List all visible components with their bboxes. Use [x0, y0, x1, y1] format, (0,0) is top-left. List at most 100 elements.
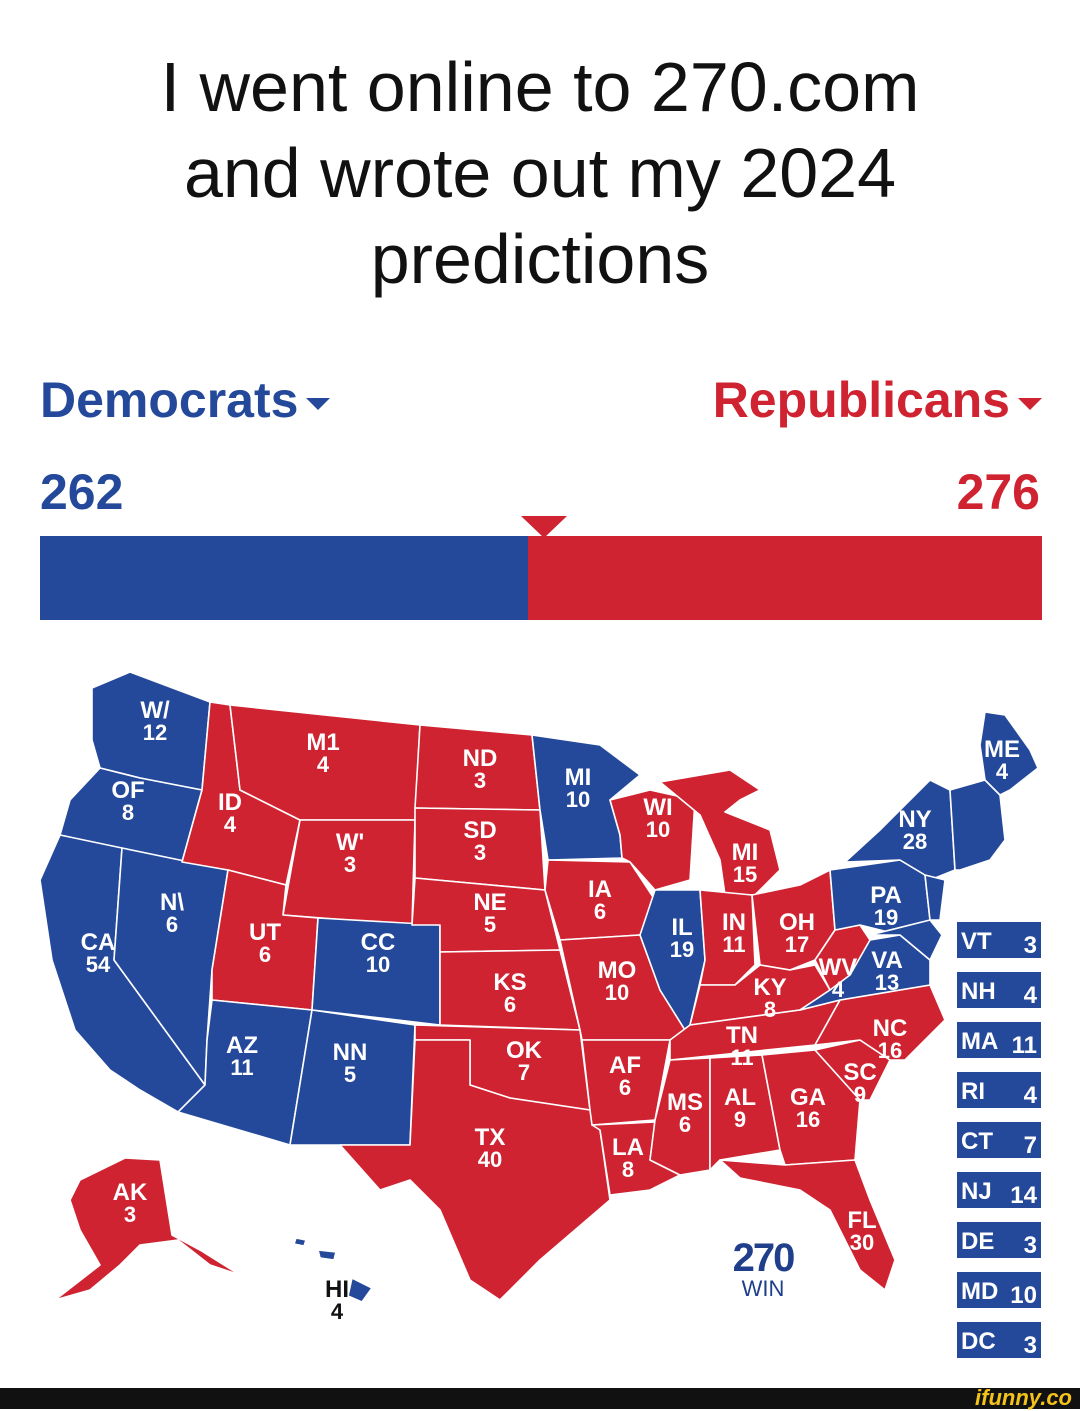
republicans-progress-bar	[528, 536, 1042, 620]
logo-number: 270	[732, 1236, 796, 1280]
triangle-marker-icon	[521, 516, 567, 538]
small-state-dc[interactable]: DC 3	[955, 1320, 1043, 1360]
state-MD-DE[interactable]	[869, 919, 943, 961]
democrats-progress-bar	[40, 536, 528, 620]
state-ev-MS: 6	[679, 1112, 691, 1137]
state-ev-NM: 5	[344, 1062, 356, 1087]
state-label-AZ: AZ	[226, 1032, 258, 1059]
small-state-ev: 14	[1010, 1182, 1037, 1209]
state-label-MT: M1	[306, 729, 339, 756]
state-shapes	[40, 671, 1039, 1303]
small-state-ev: 10	[1010, 1282, 1037, 1309]
state-ev-VA: 13	[875, 970, 899, 995]
small-state-abbr: VT	[961, 928, 992, 955]
state-HI-islands[interactable]	[293, 1237, 307, 1247]
state-ev-FL: 30	[850, 1230, 874, 1255]
state-ev-OR: 8	[122, 800, 134, 825]
state-label-IL: IL	[671, 914, 692, 941]
state-label-MN: MI	[565, 764, 592, 791]
state-AK[interactable]	[54, 1157, 241, 1301]
ifunny-watermark: ifunny.co	[975, 1385, 1072, 1410]
state-HI-big[interactable]	[347, 1277, 373, 1303]
state-label-NV: N\	[160, 889, 184, 916]
small-state-ev: 11	[1011, 1032, 1037, 1059]
state-label-NY: NY	[898, 806, 931, 833]
state-label-MS: MS	[667, 1089, 703, 1116]
state-ev-IA: 6	[594, 899, 606, 924]
logo-win-text: WIN	[741, 1276, 785, 1301]
small-state-ev: 3	[1023, 1232, 1037, 1259]
state-label-VA: VA	[871, 947, 903, 974]
small-state-ev: 4	[1023, 982, 1037, 1009]
small-state-abbr: RI	[961, 1078, 985, 1105]
state-ev-OK: 7	[518, 1060, 530, 1085]
state-ev-MT: 4	[317, 752, 330, 777]
state-MI[interactable]	[659, 769, 781, 896]
state-ev-TX: 40	[478, 1147, 502, 1172]
state-ev-HI: 4	[331, 1299, 344, 1324]
state-ev-NY: 28	[903, 829, 927, 854]
caption-line-2: and wrote out my 2024	[183, 134, 897, 212]
state-label-MO: MO	[598, 957, 637, 984]
state-label-AK: AK	[113, 1179, 148, 1206]
state-ev-AR: 6	[619, 1075, 631, 1100]
state-label-IN: IN	[722, 909, 746, 936]
small-state-abbr: NJ	[961, 1178, 992, 1205]
state-ev-WV: 4	[832, 977, 845, 1002]
state-ev-ID: 4	[224, 812, 237, 837]
state-FL[interactable]	[719, 1159, 896, 1291]
small-state-abbr: MA	[961, 1028, 999, 1055]
democrats-label: Democrats	[40, 372, 299, 428]
small-state-nh[interactable]: NH 4	[955, 970, 1043, 1010]
state-AR[interactable]	[581, 1039, 671, 1126]
state-ev-GA: 16	[796, 1107, 820, 1132]
state-label-KS: KS	[493, 969, 526, 996]
republicans-label: Republicans	[712, 372, 1010, 428]
small-state-abbr: MD	[961, 1278, 999, 1305]
state-label-OH: OH	[779, 909, 815, 936]
state-label-NM: NN	[333, 1039, 368, 1066]
state-ev-KS: 6	[504, 992, 516, 1017]
state-label-WI: WI	[643, 794, 672, 821]
state-ME[interactable]	[979, 711, 1039, 796]
state-ev-MO: 10	[605, 980, 629, 1005]
small-state-vt[interactable]: VT 3	[955, 920, 1043, 960]
state-ev-AL: 9	[734, 1107, 746, 1132]
small-state-md[interactable]: MD 10	[955, 1270, 1043, 1310]
state-label-AR: AF	[609, 1052, 641, 1079]
state-label-SD: SD	[463, 817, 496, 844]
state-ev-WI: 10	[646, 817, 670, 842]
state-label-UT: UT	[249, 919, 281, 946]
state-label-KY: KY	[753, 974, 786, 1001]
state-ev-WY: 3	[344, 852, 356, 877]
small-state-nj[interactable]: NJ 14	[955, 1170, 1043, 1210]
state-label-PA: PA	[870, 882, 902, 909]
state-label-AL: AL	[724, 1084, 756, 1111]
republicans-electoral-votes: 276	[956, 464, 1040, 520]
state-label-WV: WV	[819, 954, 858, 981]
state-label-LA: LA	[612, 1134, 644, 1161]
state-ev-NC: 16	[878, 1038, 902, 1063]
small-state-abbr: NH	[961, 978, 996, 1005]
state-ev-CA: 54	[86, 952, 111, 977]
democrats-dropdown[interactable]: Democrats	[40, 370, 331, 430]
republicans-dropdown[interactable]: Republicans	[713, 370, 1042, 430]
small-state-ma[interactable]: MA 11	[955, 1020, 1043, 1060]
state-label-WA: W/	[140, 697, 170, 724]
state-label-ID: ID	[218, 789, 242, 816]
state-TX[interactable]	[339, 1039, 611, 1301]
small-state-ri[interactable]: RI 4	[955, 1070, 1043, 1110]
state-ev-KY: 8	[764, 997, 776, 1022]
state-label-CA: CA	[81, 929, 116, 956]
state-label-FL: FL	[847, 1207, 876, 1234]
small-state-ev: 3	[1023, 932, 1037, 959]
state-label-NC: NC	[873, 1015, 908, 1042]
state-NJ[interactable]	[924, 874, 946, 921]
small-state-de[interactable]: DE 3	[955, 1220, 1043, 1260]
small-state-ct[interactable]: CT 7	[955, 1120, 1043, 1160]
state-ev-TN: 11	[730, 1045, 753, 1070]
state-AL[interactable]	[709, 1054, 781, 1171]
state-SC[interactable]	[814, 1039, 891, 1101]
state-HI-maui[interactable]	[317, 1249, 337, 1261]
state-label-OR: OF	[111, 777, 144, 804]
